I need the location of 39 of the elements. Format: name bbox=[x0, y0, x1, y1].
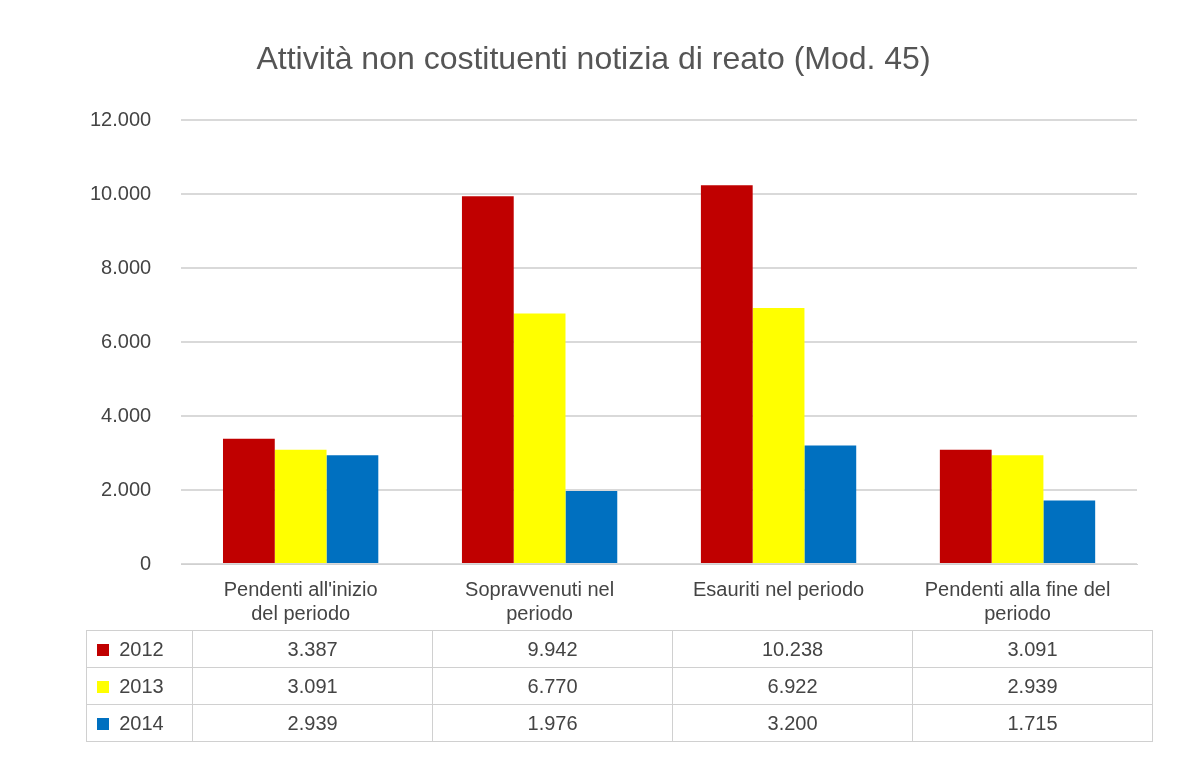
legend-label: 2013 bbox=[119, 674, 164, 697]
bar bbox=[804, 445, 857, 563]
bar bbox=[461, 196, 514, 563]
data-label: 3.200 bbox=[672, 704, 913, 742]
bar bbox=[752, 307, 805, 563]
x-tick-label: Esauriti nel periodo bbox=[692, 577, 865, 600]
y-tick-label: 12.000 bbox=[90, 107, 152, 130]
data-label: 10.238 bbox=[672, 630, 913, 668]
x-tick-label: Pendenti all'inizio del periodo bbox=[223, 577, 378, 624]
data-label: 3.091 bbox=[192, 667, 433, 705]
bar bbox=[326, 455, 379, 563]
data-label: 3.387 bbox=[192, 630, 433, 668]
data-label: 9.942 bbox=[432, 630, 673, 668]
data-label: 1.715 bbox=[912, 704, 1153, 742]
bar bbox=[222, 438, 275, 563]
y-tick-label: 0 bbox=[140, 551, 152, 574]
data-label: 3.091 bbox=[912, 630, 1153, 668]
data-label: 2.939 bbox=[192, 704, 433, 742]
data-label: 6.770 bbox=[432, 667, 673, 705]
data-label: 2.939 bbox=[912, 667, 1153, 705]
data-label: 6.922 bbox=[672, 667, 913, 705]
bar bbox=[991, 455, 1044, 563]
bar bbox=[565, 490, 618, 563]
y-tick-label: 2.000 bbox=[101, 477, 152, 500]
bar bbox=[700, 185, 753, 563]
x-tick-label: Pendenti alla fine del periodo bbox=[924, 577, 1111, 624]
bar bbox=[939, 449, 992, 563]
x-tick-label: Sopravvenuti nel periodo bbox=[465, 577, 615, 624]
y-tick-label: 6.000 bbox=[101, 329, 152, 352]
bar bbox=[1043, 500, 1096, 563]
bar bbox=[274, 449, 327, 563]
legend-label: 2014 bbox=[119, 711, 164, 734]
y-tick-label: 10.000 bbox=[90, 181, 152, 204]
bar bbox=[513, 313, 566, 563]
y-tick-label: 8.000 bbox=[101, 255, 152, 278]
legend-label: 2012 bbox=[119, 637, 164, 660]
chart-title: Attività non costituenti notizia di reato (Mod. 45) bbox=[255, 40, 932, 77]
y-tick-label: 4.000 bbox=[101, 403, 152, 426]
data-label: 1.976 bbox=[432, 704, 673, 742]
